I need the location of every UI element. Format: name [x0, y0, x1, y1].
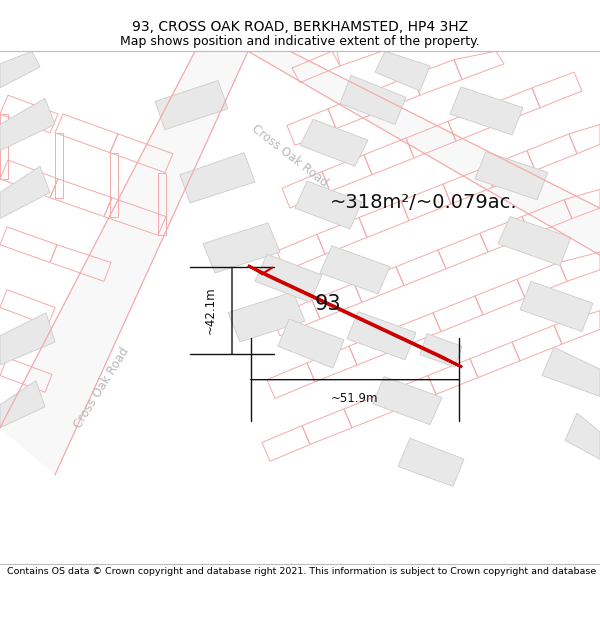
Polygon shape: [340, 75, 406, 124]
Polygon shape: [203, 222, 280, 273]
Polygon shape: [155, 81, 228, 130]
Text: Contains OS data © Crown copyright and database right 2021. This information is : Contains OS data © Crown copyright and d…: [7, 567, 600, 576]
Polygon shape: [375, 51, 430, 91]
Polygon shape: [295, 181, 362, 229]
Polygon shape: [0, 312, 55, 365]
Polygon shape: [0, 98, 55, 151]
Polygon shape: [373, 376, 442, 424]
Polygon shape: [520, 281, 593, 331]
Text: ~51.9m: ~51.9m: [331, 392, 379, 405]
Polygon shape: [228, 292, 305, 342]
Polygon shape: [475, 152, 548, 200]
Text: Cross Oak Road: Cross Oak Road: [250, 122, 331, 189]
Polygon shape: [180, 152, 255, 203]
Polygon shape: [565, 413, 600, 459]
Polygon shape: [420, 334, 462, 367]
Polygon shape: [320, 246, 390, 294]
Text: Cross Oak Road: Cross Oak Road: [72, 345, 132, 431]
Polygon shape: [255, 254, 322, 302]
Polygon shape: [347, 312, 416, 360]
Text: 93, CROSS OAK ROAD, BERKHAMSTED, HP4 3HZ: 93, CROSS OAK ROAD, BERKHAMSTED, HP4 3HZ: [132, 20, 468, 34]
Polygon shape: [248, 51, 600, 255]
Polygon shape: [450, 87, 523, 135]
Polygon shape: [398, 438, 464, 486]
Polygon shape: [0, 166, 50, 219]
Polygon shape: [278, 319, 344, 368]
Polygon shape: [300, 119, 368, 166]
Polygon shape: [498, 216, 571, 266]
Polygon shape: [0, 51, 248, 475]
Text: Map shows position and indicative extent of the property.: Map shows position and indicative extent…: [120, 35, 480, 48]
Text: ~318m²/~0.079ac.: ~318m²/~0.079ac.: [330, 193, 518, 213]
Polygon shape: [0, 381, 45, 428]
Text: ~42.1m: ~42.1m: [203, 287, 217, 334]
Text: 93: 93: [315, 294, 341, 314]
Polygon shape: [0, 51, 40, 88]
Polygon shape: [542, 348, 600, 396]
